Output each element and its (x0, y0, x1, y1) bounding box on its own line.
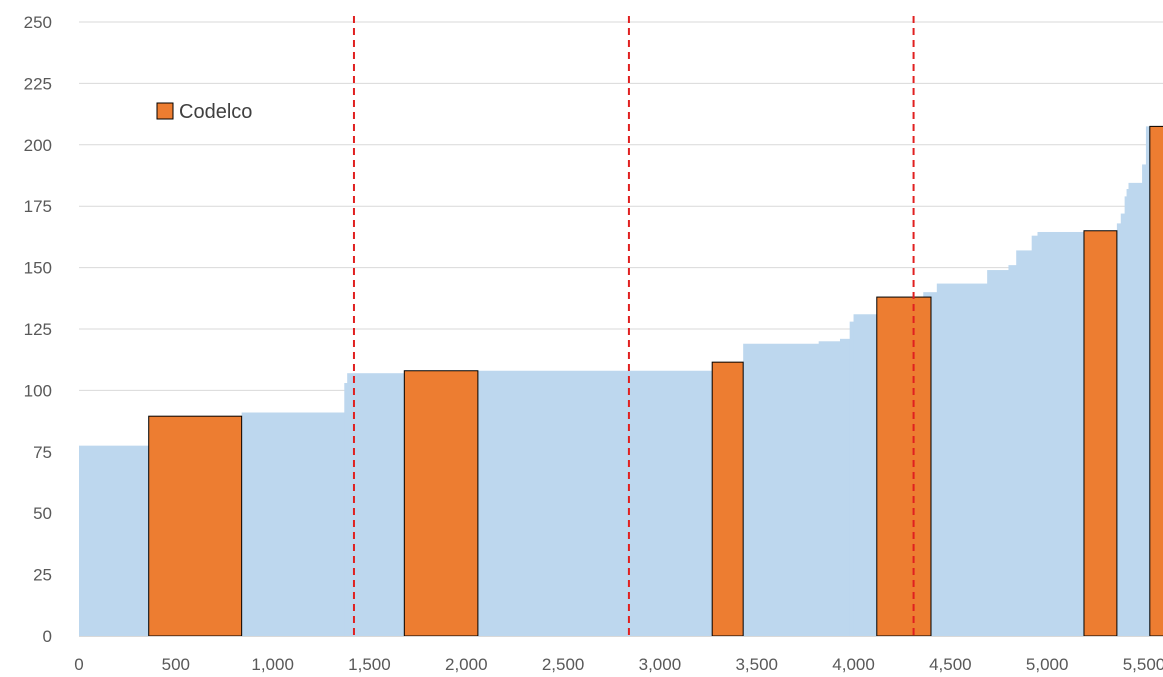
curve-step (1037, 231, 1085, 636)
x-tick-label: 3,500 (735, 655, 778, 674)
curve-step (1008, 265, 1017, 636)
y-tick-label: 225 (24, 74, 52, 93)
legend-label-codelco: Codelco (179, 101, 252, 123)
curve-step (987, 270, 1009, 636)
curve-step (839, 338, 851, 636)
x-tick-label: 4,000 (832, 655, 875, 674)
y-tick-label: 200 (24, 136, 52, 155)
curve-step (1128, 182, 1143, 637)
x-axis: 0 500 1,000 1,500 2,000 2,500 3,000 3,500 4,000 4… (74, 636, 1163, 674)
y-tick-label: 100 (24, 381, 52, 400)
curve-step (241, 412, 345, 636)
x-tick-label: 2,500 (542, 655, 585, 674)
curve-step (1116, 223, 1122, 636)
curve-step (1120, 213, 1126, 636)
codelco-bar (403, 370, 479, 637)
codelco-bar (148, 415, 243, 637)
x-tick-label: 2,000 (445, 655, 488, 674)
y-tick-label: 150 (24, 259, 52, 278)
legend-swatch-codelco (156, 102, 174, 120)
curve-step (743, 343, 820, 636)
x-tick-label: 3,000 (639, 655, 682, 674)
curve-step (936, 283, 988, 636)
x-tick-label: 4,500 (929, 655, 972, 674)
codelco-bar (711, 361, 744, 637)
curve-step (1016, 250, 1033, 636)
x-tick-label: 1,500 (348, 655, 391, 674)
codelco-bar (1083, 230, 1118, 637)
x-tick-label: 0 (74, 655, 83, 674)
legend: Codelco (156, 101, 252, 123)
x-tick-label: 5,500 (1123, 655, 1163, 674)
x-tick-label: 500 (162, 655, 190, 674)
curve-step (477, 370, 713, 636)
y-tick-label: 0 (43, 627, 52, 646)
curve-step (1124, 196, 1128, 636)
codelco-bar (1149, 125, 1163, 637)
curve-step (849, 321, 855, 636)
y-tick-label: 25 (33, 566, 52, 585)
y-axis: 0 25 50 75 100 125 150 175 200 225 250 (24, 13, 52, 646)
curve-step (853, 314, 878, 636)
curve-step (1126, 189, 1130, 636)
y-tick-label: 175 (24, 197, 52, 216)
curve-step (818, 341, 841, 636)
curve-step (1031, 235, 1038, 636)
y-tick-label: 50 (33, 504, 52, 523)
curve-step (1142, 164, 1147, 636)
y-tick-label: 250 (24, 13, 52, 32)
y-tick-label: 125 (24, 320, 52, 339)
curve-step (79, 445, 150, 636)
x-tick-label: 5,000 (1026, 655, 1069, 674)
codelco-bars (148, 125, 1163, 637)
curve-step (347, 373, 405, 636)
x-tick-label: 1,000 (251, 655, 294, 674)
curve-step (344, 383, 348, 636)
codelco-bar (876, 296, 932, 637)
y-tick-label: 75 (33, 443, 52, 462)
divider-lines (352, 16, 915, 636)
